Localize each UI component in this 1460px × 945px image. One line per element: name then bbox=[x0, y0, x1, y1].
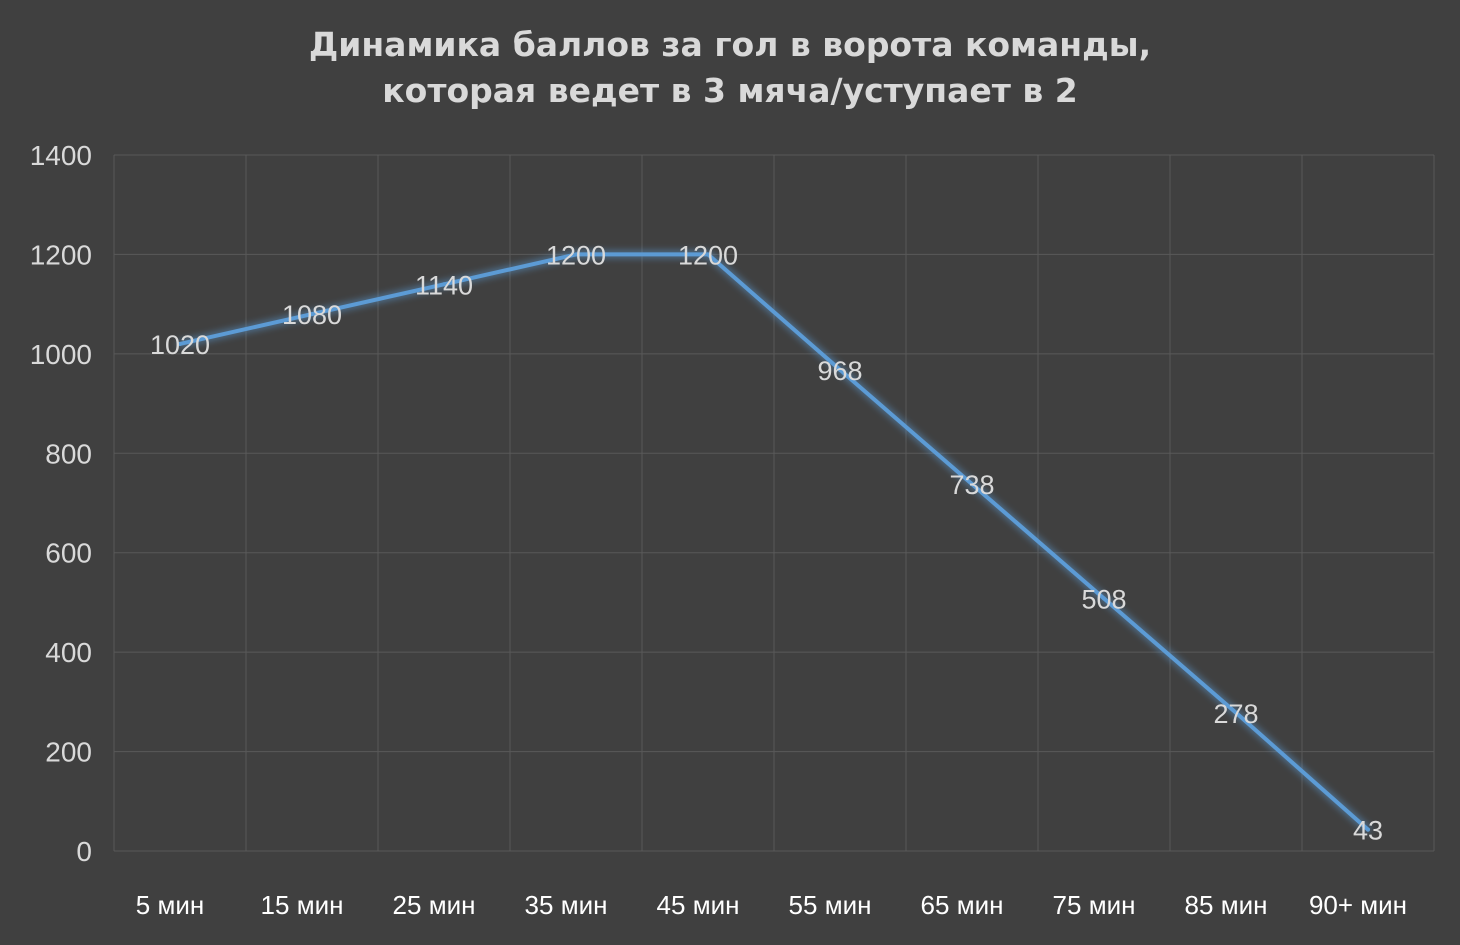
data-label: 1020 bbox=[150, 330, 210, 360]
x-tick-label: 5 мин bbox=[136, 890, 204, 920]
data-label: 278 bbox=[1213, 699, 1258, 729]
data-point bbox=[1102, 596, 1106, 601]
y-tick-label: 1000 bbox=[30, 339, 92, 370]
y-tick-label: 400 bbox=[45, 637, 92, 668]
data-point bbox=[970, 482, 974, 487]
data-label: 1080 bbox=[282, 300, 342, 330]
y-tick-label: 1400 bbox=[30, 140, 92, 171]
x-tick-label: 25 мин bbox=[393, 890, 476, 920]
data-label: 508 bbox=[1081, 584, 1126, 614]
y-tick-label: 0 bbox=[76, 836, 92, 867]
series bbox=[178, 252, 1370, 832]
x-tick-label: 75 мин bbox=[1053, 890, 1136, 920]
data-label: 1140 bbox=[415, 270, 473, 300]
y-tick-label: 600 bbox=[45, 538, 92, 569]
data-label: 1200 bbox=[678, 240, 738, 270]
x-tick-label: 15 мин bbox=[261, 890, 344, 920]
y-tick-label: 1200 bbox=[30, 239, 92, 270]
series-line bbox=[178, 252, 1370, 832]
data-labels: 1020 1080 1140 1200 1200 968 738 508 278 43 bbox=[150, 240, 1383, 845]
y-tick-label: 800 bbox=[45, 438, 92, 469]
data-point bbox=[1366, 827, 1370, 832]
data-point bbox=[442, 282, 446, 287]
chart-title: Динамика баллов за гол в ворота команды,… bbox=[0, 22, 1460, 114]
data-label: 738 bbox=[949, 470, 994, 500]
x-tick-label: 65 мин bbox=[921, 890, 1004, 920]
data-point bbox=[838, 367, 842, 372]
data-point bbox=[178, 341, 182, 346]
x-tick-label: 45 мин bbox=[657, 890, 740, 920]
data-label: 968 bbox=[817, 356, 862, 386]
data-point bbox=[706, 252, 710, 257]
x-tick-label: 85 мин bbox=[1185, 890, 1268, 920]
x-tick-label: 55 мин bbox=[789, 890, 872, 920]
data-label: 1200 bbox=[546, 240, 606, 270]
data-point bbox=[574, 252, 578, 257]
data-label: 43 bbox=[1353, 816, 1383, 846]
chart-title-line-1: Динамика баллов за гол в ворота команды, bbox=[308, 25, 1152, 64]
gridlines bbox=[113, 154, 1435, 852]
x-tick-label: 35 мин bbox=[525, 890, 608, 920]
y-tick-label: 200 bbox=[45, 737, 92, 768]
x-tick-label: 90+ мин bbox=[1309, 890, 1407, 920]
chart-title-line-2: которая ведет в 3 мяча/уступает в 2 bbox=[382, 71, 1078, 110]
data-point bbox=[1234, 710, 1238, 715]
axes: 0 200 400 600 800 1000 1200 1400 5 мин 15 мин 25 м… bbox=[30, 140, 1407, 920]
data-point bbox=[310, 312, 314, 317]
